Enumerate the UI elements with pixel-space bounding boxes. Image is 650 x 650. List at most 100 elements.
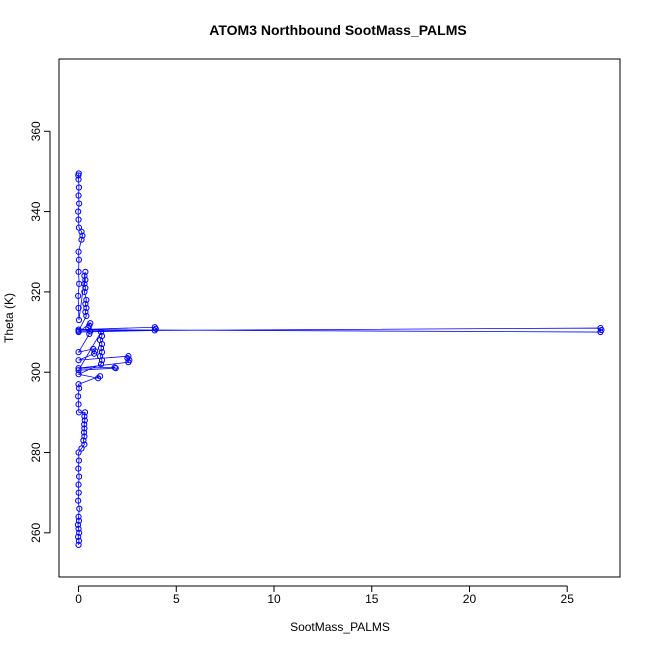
data-point [75,268,82,275]
data-point [83,304,90,312]
data-point [80,437,87,444]
data-point [75,357,82,364]
data-point [81,272,88,279]
series-line [77,173,602,545]
data-point [75,216,82,223]
data-point [82,308,89,316]
x-axis: 0 5 10 15 20 25 [75,585,575,606]
x-tick-label: 15 [365,592,379,606]
data-point [75,537,83,544]
data-point [75,489,82,496]
data-point [75,365,82,372]
data-point [76,280,83,287]
data-point [78,236,85,243]
data-point [75,224,83,231]
data-point [597,324,604,332]
data-point [75,184,83,191]
data-point [75,525,82,532]
data-point [81,425,88,432]
data-point [75,256,83,263]
data-point [83,296,90,304]
data-point [82,268,89,275]
data-point [90,345,97,353]
data-point [82,284,89,291]
data-point [81,433,88,440]
data-point [81,409,89,416]
data-point [75,513,82,520]
data-point [98,332,106,340]
data-point [75,349,82,356]
data-point [75,449,82,456]
data-point [76,385,83,392]
data-point [74,521,82,528]
data-point [75,465,82,472]
data-point [81,288,88,295]
data-point [75,517,83,524]
data-point [75,393,82,400]
data-point [76,200,83,207]
data-point [75,176,82,183]
data-point [75,292,82,300]
data-point [75,401,82,408]
x-tick-label: 20 [463,592,477,606]
x-tick-label: 0 [75,592,82,606]
data-point [75,327,82,334]
data-point [76,473,83,480]
data-point [125,353,132,360]
data-point [75,409,83,416]
data-point [81,421,88,428]
data-point [98,349,106,356]
data-point [82,300,89,308]
data-point [75,170,82,177]
data-point [81,441,88,448]
data-point [86,330,93,338]
x-tick-label: 5 [173,592,180,606]
data-point [75,481,82,488]
data-point [126,357,133,364]
y-tick-label: 260 [29,522,43,542]
plot-frame [58,58,621,578]
y-axis: 260 280 300 320 340 360 [29,121,51,543]
data-point [75,367,82,374]
data-point [76,505,83,512]
data-point [75,497,82,504]
y-tick-label: 340 [29,201,43,221]
data-point [87,328,94,335]
y-tick-label: 300 [29,362,43,382]
data-point [75,541,82,548]
data-point [94,375,102,382]
y-tick-label: 320 [29,282,43,302]
data-point [97,361,105,368]
data-point [87,320,94,327]
y-tick-label: 360 [29,121,43,141]
data-point [75,208,82,215]
data-point [75,248,82,255]
data-point [80,429,88,436]
data-point [97,328,105,336]
data-point [75,457,83,464]
y-axis-label: Theta (K) [2,293,16,343]
data-point [97,345,105,352]
x-axis-label: SootMass_PALMS [290,620,390,634]
data-point [112,365,119,372]
data-point [75,304,82,312]
x-tick-label: 10 [267,592,281,606]
data-point [75,192,82,199]
data-point [81,417,88,424]
data-point [75,533,82,540]
data-point [76,529,83,536]
data-point [81,413,88,420]
data-point [79,232,86,239]
data-point [75,381,82,388]
data-point [75,371,82,378]
y-tick-label: 280 [29,442,43,462]
data-point [75,316,83,324]
data-point [83,312,90,320]
data-point [78,445,85,452]
data-point [82,276,89,283]
data-point [111,364,118,371]
x-tick-label: 25 [561,592,575,606]
data-layer [74,170,605,548]
data-point [96,373,104,380]
